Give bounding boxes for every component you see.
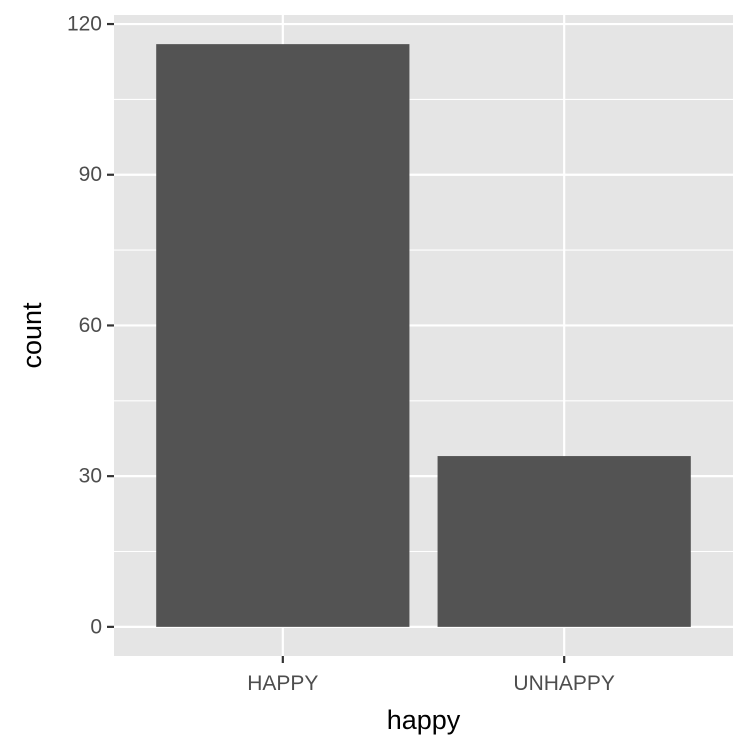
bar-happy xyxy=(156,44,410,627)
y-tick-label: 60 xyxy=(79,314,102,337)
x-tick-label-happy: HAPPY xyxy=(247,672,318,695)
x-axis-title: happy xyxy=(387,705,461,735)
y-tick-label: 90 xyxy=(79,163,102,186)
x-tick-label-unhappy: UNHAPPY xyxy=(513,672,615,695)
y-tick-label: 0 xyxy=(90,615,102,638)
y-tick-label: 120 xyxy=(67,13,102,36)
x-axis: HAPPY UNHAPPY xyxy=(247,656,615,695)
bar-unhappy xyxy=(437,456,691,627)
bars xyxy=(156,44,691,627)
y-axis-title: count xyxy=(17,302,47,369)
y-tick-label: 30 xyxy=(79,465,102,488)
y-axis: 0 30 60 90 120 xyxy=(67,13,114,638)
